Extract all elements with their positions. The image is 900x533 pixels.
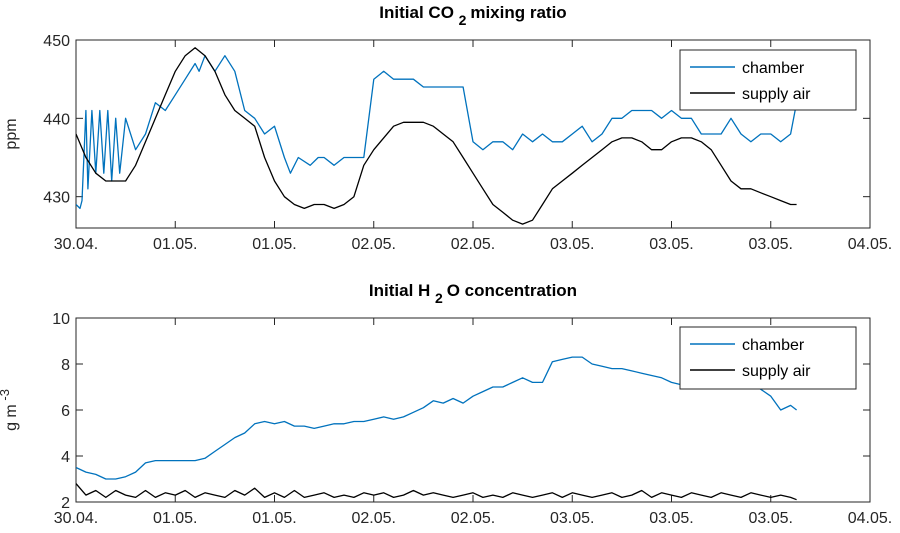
x-tick-label: 02.05. bbox=[352, 510, 396, 527]
x-tick-label: 03.05. bbox=[749, 510, 793, 527]
x-tick-label: 30.04. bbox=[54, 236, 98, 253]
chart-title: Initial H 2 O concentration bbox=[369, 281, 577, 306]
y-tick-label: 8 bbox=[61, 357, 70, 374]
x-tick-label: 01.05. bbox=[252, 236, 296, 253]
x-tick-label: 03.05. bbox=[749, 236, 793, 253]
x-tick-label: 02.05. bbox=[352, 236, 396, 253]
y-tick-label: 4 bbox=[61, 449, 70, 466]
x-tick-label: 04.05. bbox=[848, 510, 892, 527]
y-tick-label: 6 bbox=[61, 403, 70, 420]
legend-label: chamber bbox=[742, 337, 805, 354]
y-axis-label: ppm bbox=[3, 118, 20, 149]
legend-box bbox=[679, 49, 857, 111]
x-tick-label: 02.05. bbox=[451, 510, 495, 527]
legend-label: supply air bbox=[742, 363, 811, 380]
y-tick-label: 450 bbox=[43, 33, 70, 50]
legend-box bbox=[679, 326, 857, 390]
chart-panel-1: 30.04. 01.05. 01.05. 02.05. 02.05. 03.05. 03.0… bbox=[3, 3, 892, 253]
x-tick-label: 02.05. bbox=[451, 236, 495, 253]
legend-label: chamber bbox=[742, 60, 805, 77]
chart-panel-2: 30.04. 01.05. 01.05. 02.05. 02.05. 03.05. 03.0… bbox=[0, 281, 892, 527]
x-tick-label: 03.05. bbox=[550, 510, 594, 527]
legend-label: supply air bbox=[742, 86, 811, 103]
x-tick-label: 01.05. bbox=[153, 510, 197, 527]
y-tick-label: 2 bbox=[61, 495, 70, 512]
y-axis-label: g m -3 bbox=[0, 389, 20, 431]
series-line-supply-air bbox=[76, 47, 797, 225]
y-tick-label: 440 bbox=[43, 111, 70, 128]
x-tick-label: 04.05. bbox=[848, 236, 892, 253]
series-line-chamber bbox=[76, 55, 798, 210]
x-tick-label: 03.05. bbox=[649, 510, 693, 527]
y-tick-label: 10 bbox=[52, 311, 70, 328]
legend: chamber supply air bbox=[679, 49, 857, 111]
x-tick-label: 01.05. bbox=[153, 236, 197, 253]
x-tick-label: 03.05. bbox=[550, 236, 594, 253]
chart-title: Initial CO 2 mixing ratio bbox=[379, 3, 566, 28]
legend: chamber supply air bbox=[679, 326, 857, 390]
series-group bbox=[76, 47, 798, 225]
x-tick-label: 30.04. bbox=[54, 510, 98, 527]
y-tick-label: 430 bbox=[43, 190, 70, 207]
x-tick-label: 01.05. bbox=[252, 510, 296, 527]
x-tick-label: 03.05. bbox=[649, 236, 693, 253]
series-line-supply-air bbox=[76, 483, 797, 501]
